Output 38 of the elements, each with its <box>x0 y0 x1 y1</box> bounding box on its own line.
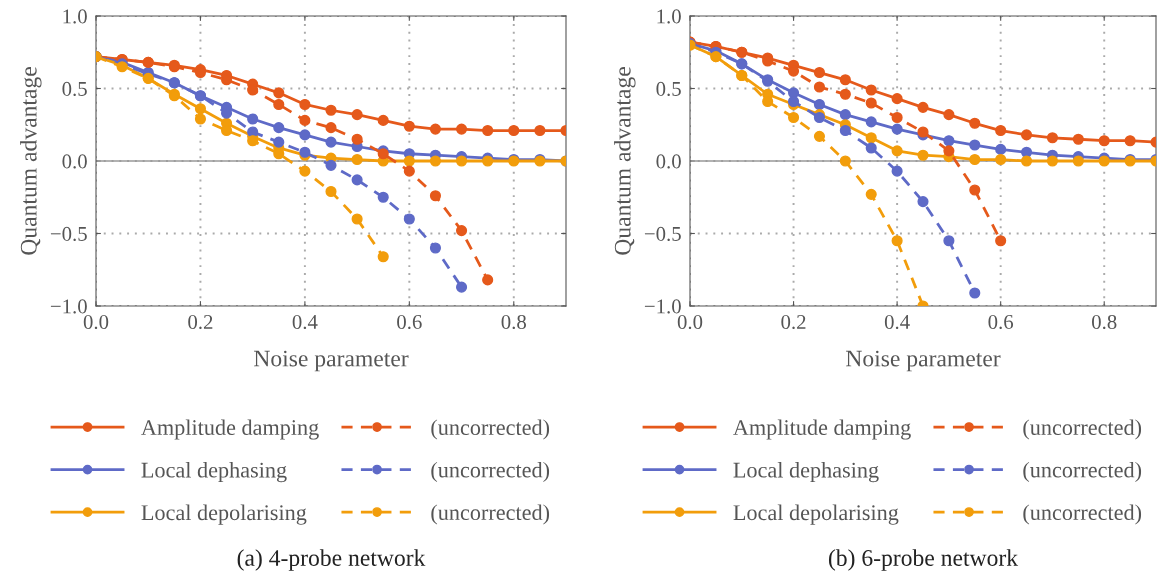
x-axis-title: Noise parameter <box>845 350 1001 372</box>
text: (b) 6-probe network <box>828 549 1019 571</box>
y-tick-label: 0.0 <box>62 154 87 169</box>
y-tick-label: 0.5 <box>62 81 87 97</box>
y-axis-title: Quantum advantage <box>614 67 636 255</box>
x-tick-label: 0.6 <box>397 314 422 330</box>
legend-label: Local dephasing <box>141 461 287 483</box>
legend-label: (uncorrected) <box>431 504 550 525</box>
y-tick-label: 0.5 <box>656 81 681 97</box>
y-tick-label: −1.0 <box>644 299 681 314</box>
legend-label: (uncorrected) <box>1023 419 1142 440</box>
legend-label: Amplitude damping <box>733 419 911 440</box>
x-tick-label: 0.2 <box>188 314 213 330</box>
x-tick-label: 0.0 <box>677 314 703 330</box>
y-axis-title: Quantum advantage <box>20 67 42 255</box>
legend-label: Amplitude damping <box>141 419 319 440</box>
x-tick-label: 0.2 <box>781 314 806 330</box>
x-tick-label: 0.8 <box>501 314 526 330</box>
y-tick-label: −0.5 <box>644 226 681 242</box>
y-tick-label: 0.0 <box>656 154 681 169</box>
legend-label: (uncorrected) <box>431 419 550 440</box>
y-tick-label: 1.0 <box>63 9 87 24</box>
legend-label: (uncorrected) <box>1023 461 1142 483</box>
x-tick-label: 0.0 <box>83 314 109 330</box>
y-tick-label: −0.5 <box>50 226 87 242</box>
x-tick-label: 0.4 <box>292 314 318 330</box>
legend-label: Local dephasing <box>733 461 879 483</box>
x-tick-label: 0.8 <box>1092 314 1117 330</box>
x-tick-label: 0.4 <box>884 314 910 330</box>
x-tick-label: 0.6 <box>988 314 1014 330</box>
legend-label: Local depolarising <box>141 504 307 525</box>
legend-label: Local depolarising <box>733 504 899 525</box>
y-tick-label: −1.0 <box>50 299 87 314</box>
text: (a) 4-probe network <box>237 549 426 571</box>
x-axis-title: Noise parameter <box>253 350 409 372</box>
legend-label: (uncorrected) <box>1023 504 1142 525</box>
y-tick-label: 1.0 <box>657 9 681 24</box>
legend-label: (uncorrected) <box>431 461 550 483</box>
